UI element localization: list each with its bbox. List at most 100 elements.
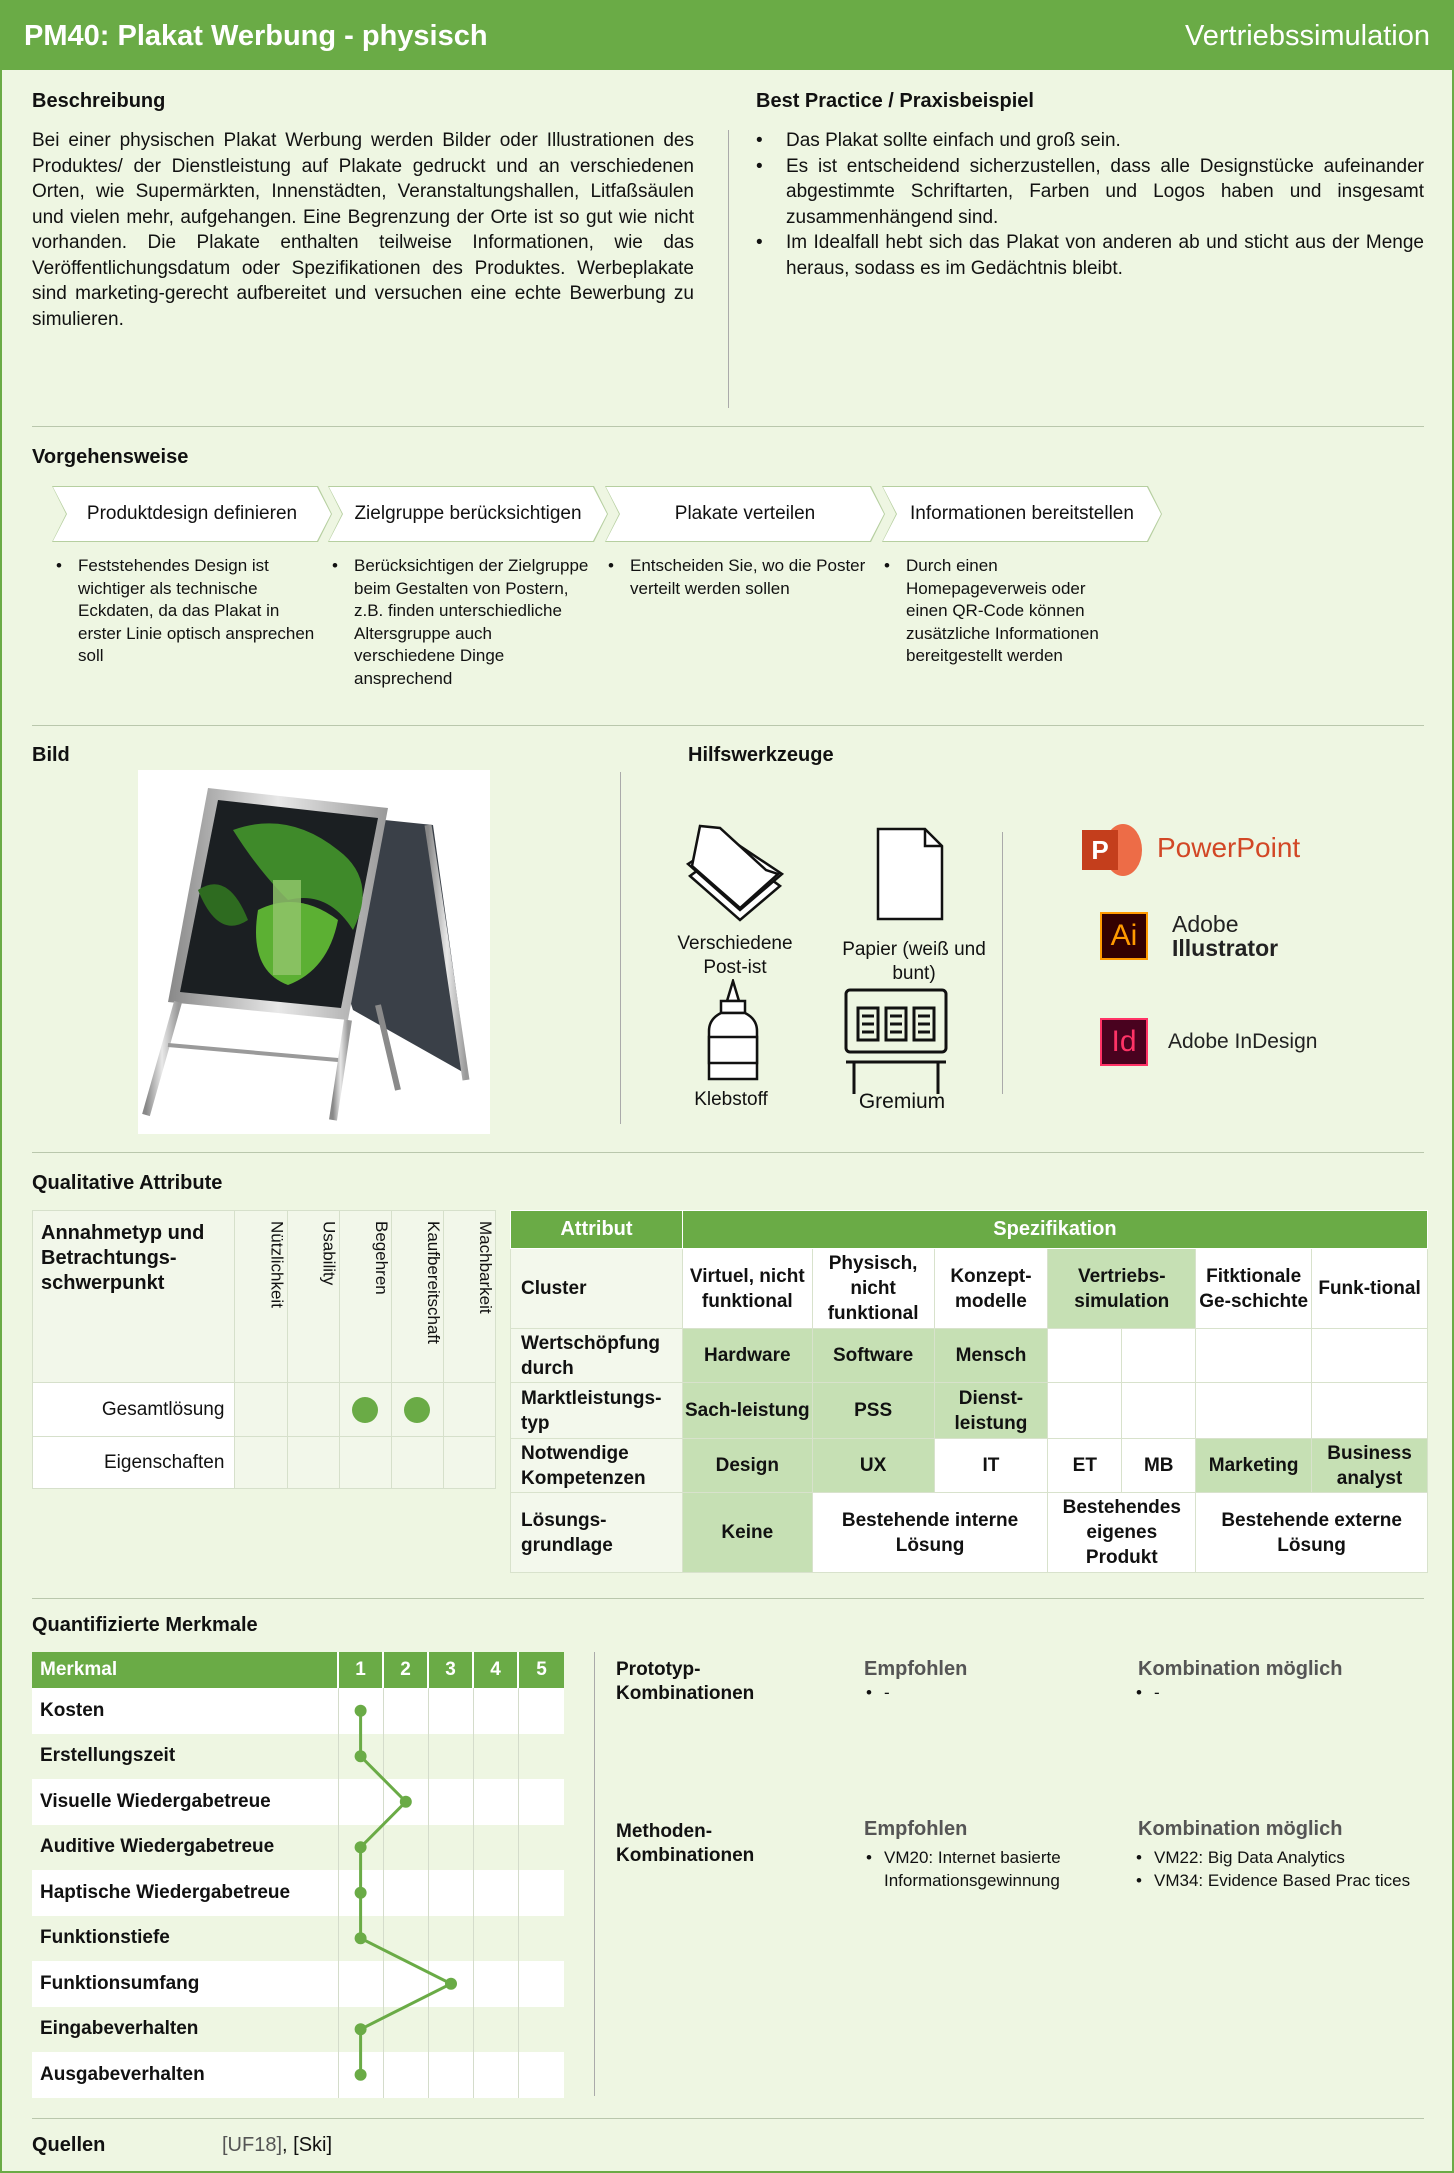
qualitative-heading: Qualitative Attribute [32,1172,223,1194]
beschreibung-text: Bei einer physischen Plakat Werbung werd… [32,130,694,330]
merkmal-profile-line [354,1704,457,2081]
scale-cell [382,1733,428,1779]
scale-header: 5 [518,1652,564,1688]
scale-cell [427,1915,473,1961]
scale-cell [472,1824,518,1870]
powerpoint-icon: P [1082,824,1142,876]
best-practice-heading: Best Practice / Praxisbeispiel [756,90,1034,112]
scale-cell [382,2052,428,2098]
merkmal-label: Funktionstiefe [40,1927,170,1949]
mark-cell [390,1382,444,1437]
divider [32,1152,1424,1153]
profile-polyline [359,1710,455,2075]
profile-point [354,1841,367,1854]
quantifiziert-heading: Quantifizierte Merkmale [32,1614,258,1636]
wertschoepfung-label: Wertschöpfung durch [510,1328,683,1383]
powerpoint-label: PowerPoint [1157,832,1301,863]
spec-cell [1311,1328,1428,1383]
cluster-label: Cluster [510,1248,683,1329]
merkmal-label: Ausgabeverhalten [40,2063,205,2085]
scale-cell [472,2006,518,2052]
methoden-moeglich-list: VM22: Big Data Analytics VM34: Evidence … [1128,1847,1418,1892]
indesign-label: Adobe InDesign [1168,1030,1318,1053]
step-title: Zielgruppe berücksichtigen [354,503,582,524]
spec-header: Spezifikation [681,1210,1429,1249]
scale-cell [427,1870,473,1916]
list-item: Es ist entscheidend sicherzustellen, das… [756,154,1424,231]
tool-label: Verschiedene Post-ist [677,933,793,978]
vorgehen-heading: Vorgehensweise [32,446,189,468]
profile-point [354,2068,367,2081]
qualitative-corner: Annahmetyp und Betrachtungs-schwerpunkt [31,1210,236,1383]
divider [594,1652,595,2096]
scale-cell [337,1961,383,2007]
scale-cell [337,1779,383,1825]
col-kaufbereitschaft: Kaufbereitschaft [390,1210,444,1383]
indesign-icon: Id [1100,1018,1148,1066]
step-title: Plakate verteilen [674,503,816,524]
spec-cell-active: PSS [811,1382,935,1439]
spec-cell: MB [1121,1438,1197,1493]
scale-cell [517,2052,564,2098]
spec-cell [1195,1382,1313,1439]
merkmal-label: Eingabeverhalten [40,2018,199,2040]
kompetenzen-label: Notwendige Kompetenzen [510,1438,683,1493]
spec-cell [1121,1328,1197,1383]
empfohlen-heading: Empfohlen [864,1818,968,1840]
post-it-icon [680,824,790,935]
scale-cell [472,1779,518,1825]
attr-header: Attribut [510,1210,683,1249]
qualitative-row: Gesamtlösung [31,1382,497,1437]
profile-point [354,1886,367,1899]
glue-icon [705,976,761,1088]
mark-cell [286,1382,340,1437]
profile-point [354,1704,367,1717]
best-practice-list: Das Plakat sollte einfach und groß sein.… [756,128,1424,281]
scale-cell [517,1824,564,1870]
scale-cell [517,1870,564,1916]
committee-icon [844,986,948,1101]
col-begehren: Begehren [338,1210,392,1383]
scale-cell [472,1870,518,1916]
illustrator-label: Adobe Illustrator [1172,911,1279,961]
merkmal-label: Kosten [40,1699,105,1721]
page-title: PM40: Plakat Werbung - physisch [24,20,488,52]
list-item: - [1128,1682,1418,1705]
scale-cell [517,1688,564,1734]
quelle-link[interactable]: [UF18] [222,2134,283,2156]
specification-table: Attribut Spezifikation Cluster Virtuel, … [510,1210,1429,1573]
quelle-link[interactable]: [Ski] [293,2134,333,2156]
kombination-heading: Kombination möglich [1138,1818,1343,1840]
col-nuetzlichkeit: Nützlichkeit [234,1210,288,1383]
step-4-text: Durch einen Homepageverweis oder einen Q… [876,555,1126,668]
list-item: Entscheiden Sie, wo die Poster verteilt … [600,555,870,600]
merkmal-row: Funktionsumfang [32,1961,564,2007]
profile-point [399,1795,412,1808]
list-item: Durch einen Homepageverweis oder einen Q… [876,555,1126,668]
hilfswerkzeuge-heading: Hilfswerkzeuge [688,744,834,766]
step-3-text: Entscheiden Sie, wo die Poster verteilt … [600,555,870,600]
divider [32,725,1424,726]
spec-cell-active: Design [681,1438,813,1493]
cluster-cell: Konzept-modelle [933,1248,1049,1329]
mark-cell [390,1436,444,1489]
scale-cell [517,1779,564,1825]
paper-icon [875,826,945,927]
tool-label: Klebstoff [694,1089,768,1110]
list-item: Feststehendes Design ist wichtiger als t… [48,555,318,668]
mark-cell [338,1382,392,1437]
list-item: VM20: Internet basierte Informationsgewi… [858,1847,1118,1892]
merkmal-row: Ausgabeverhalten [32,2052,564,2098]
spec-cell-active: Business analyst [1311,1438,1428,1493]
illustrator-icon: Ai [1100,912,1148,960]
divider [32,1598,1424,1599]
cluster-cell: Physisch, nicht funktional [811,1248,935,1329]
scale-header: 4 [473,1652,519,1688]
spec-cell-active: Dienst-leistung [933,1382,1049,1439]
scale-cell [382,1824,428,1870]
divider [32,2118,1424,2119]
methoden-label: Methoden-Kombinationen [616,1821,755,1866]
scale-cell [517,1733,564,1779]
scale-cell [427,1688,473,1734]
